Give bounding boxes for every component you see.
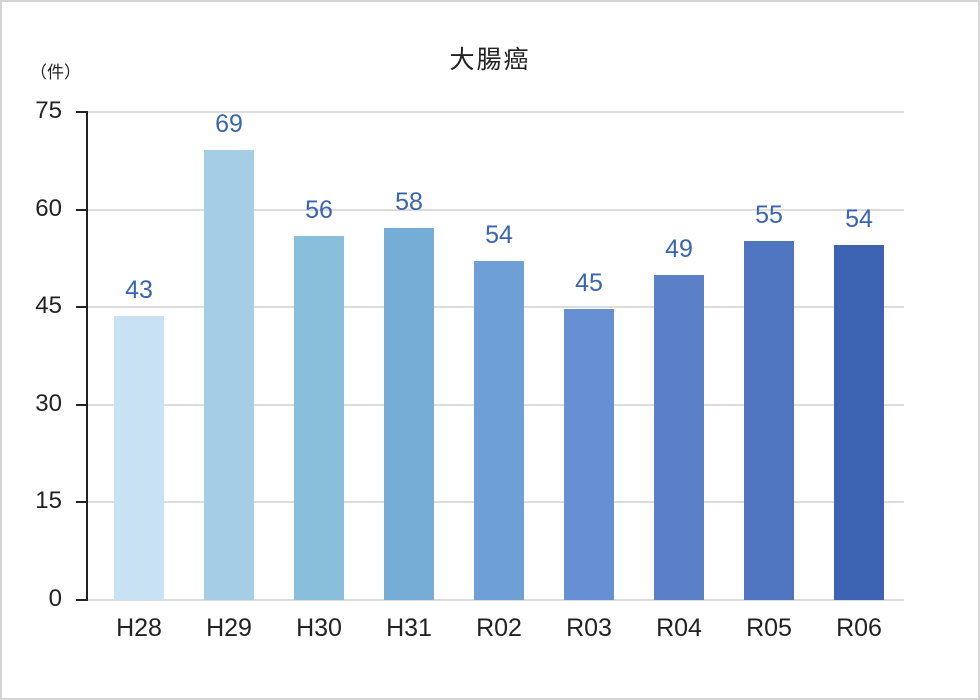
y-tick-label: 45 (35, 292, 62, 320)
gridline (86, 208, 904, 211)
value-label: 45 (575, 269, 603, 298)
x-tick-label: R06 (836, 614, 882, 642)
value-label: 54 (485, 221, 513, 249)
gridline (86, 599, 904, 601)
value-label: 49 (665, 234, 693, 263)
x-tick-label: R02 (476, 614, 522, 642)
y-tick (76, 111, 88, 113)
y-tick-label: 15 (35, 487, 62, 515)
bar-R05 (744, 240, 794, 600)
y-tick (76, 208, 88, 211)
value-label: 56 (305, 196, 333, 225)
bar-H29 (204, 150, 254, 600)
x-tick-label: H28 (116, 614, 162, 642)
chart-title: 大腸癌 (449, 45, 531, 74)
bar-R06 (834, 244, 884, 600)
x-tick-label: R05 (746, 614, 792, 642)
y-tick (76, 403, 88, 406)
x-tick-label: H30 (296, 614, 342, 642)
value-label: 58 (395, 188, 423, 217)
gridline (86, 111, 904, 113)
value-label: 54 (845, 204, 873, 233)
x-tick-label: R04 (656, 614, 702, 642)
value-label: 43 (125, 276, 153, 305)
x-tick-label: R03 (566, 614, 612, 642)
y-tick (76, 501, 88, 504)
bar-H28 (114, 316, 164, 600)
bar-R03 (564, 309, 614, 600)
y-axis-unit-label: （件） (30, 63, 81, 83)
bar-H31 (384, 228, 434, 600)
value-label: 69 (215, 110, 243, 139)
y-tick-label: 60 (35, 194, 62, 222)
y-tick-label: 0 (48, 585, 62, 612)
x-tick-label: H29 (206, 614, 252, 642)
value-label: 55 (755, 200, 783, 229)
y-tick (76, 599, 88, 601)
x-tick-label: H31 (386, 614, 432, 642)
bar-H30 (294, 236, 344, 600)
y-tick-label: 75 (35, 97, 62, 124)
y-tick (76, 306, 88, 309)
bar-R04 (654, 274, 704, 600)
y-tick-label: 30 (35, 389, 62, 417)
y-axis-line (86, 112, 88, 601)
bar-R02 (474, 261, 524, 600)
